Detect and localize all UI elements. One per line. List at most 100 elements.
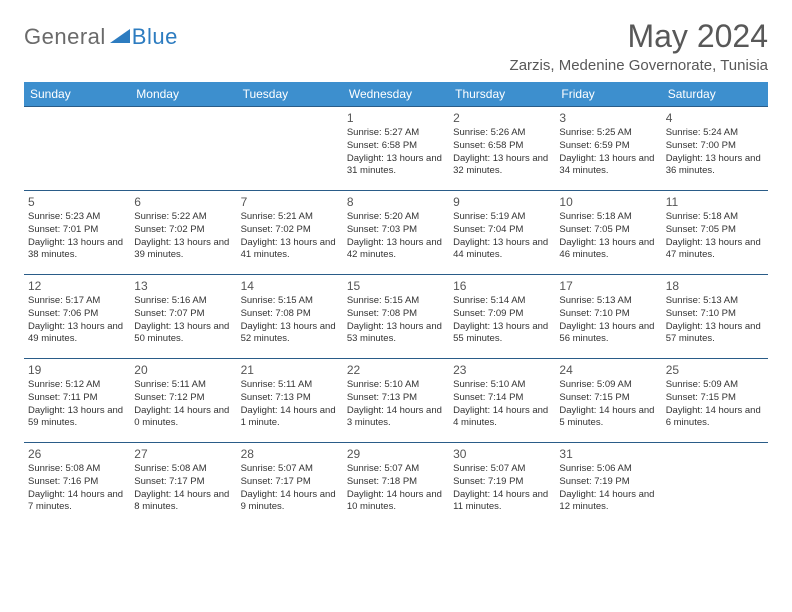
day-cell: 12 Sunrise: 5:17 AMSunset: 7:06 PMDayligh…: [24, 275, 130, 359]
day-cell: 6 Sunrise: 5:22 AMSunset: 7:02 PMDaylight…: [130, 191, 236, 275]
day-info: Sunrise: 5:13 AMSunset: 7:10 PMDaylight:…: [666, 295, 764, 346]
day-cell: 7 Sunrise: 5:21 AMSunset: 7:02 PMDaylight…: [237, 191, 343, 275]
day-cell: 31 Sunrise: 5:06 AMSunset: 7:19 PMDayligh…: [555, 443, 661, 527]
logo-text-blue: Blue: [132, 24, 178, 50]
day-info: Sunrise: 5:18 AMSunset: 7:05 PMDaylight:…: [559, 211, 657, 262]
day-info: Sunrise: 5:25 AMSunset: 6:59 PMDaylight:…: [559, 127, 657, 178]
logo-text-general: General: [24, 24, 106, 50]
day-number: 10: [559, 195, 657, 209]
day-cell: 30Sunrise: 5:07 AMSunset: 7:19 PMDayligh…: [449, 443, 555, 527]
day-number: 3: [559, 111, 657, 125]
day-cell: 13Sunrise: 5:16 AMSunset: 7:07 PMDayligh…: [130, 275, 236, 359]
calendar-body: 1 Sunrise: 5:27 AMSunset: 6:58 PMDaylight…: [24, 107, 768, 527]
day-cell: 2Sunrise: 5:26 AMSunset: 6:58 PMDaylight…: [449, 107, 555, 191]
day-header: Tuesday: [237, 82, 343, 107]
day-number: 19: [28, 363, 126, 377]
day-cell: 28 Sunrise: 5:07 AMSunset: 7:17 PMDayligh…: [237, 443, 343, 527]
day-cell: 15Sunrise: 5:15 AMSunset: 7:08 PMDayligh…: [343, 275, 449, 359]
day-number: 1: [347, 111, 445, 125]
day-info: Sunrise: 5:10 AMSunset: 7:13 PMDaylight:…: [347, 379, 445, 430]
day-number: 22: [347, 363, 445, 377]
day-cell: 1 Sunrise: 5:27 AMSunset: 6:58 PMDaylight…: [343, 107, 449, 191]
day-number: 13: [134, 279, 232, 293]
day-info: Sunrise: 5:07 AMSunset: 7:18 PMDaylight:…: [347, 463, 445, 514]
day-info: Sunrise: 5:06 AMSunset: 7:19 PMDaylight:…: [559, 463, 657, 514]
day-number: 11: [666, 195, 764, 209]
logo-triangle-icon: [110, 27, 130, 48]
day-header-row: SundayMondayTuesdayWednesdayThursdayFrid…: [24, 82, 768, 107]
day-number: 31: [559, 447, 657, 461]
day-number: 21: [241, 363, 339, 377]
day-header: Saturday: [662, 82, 768, 107]
day-cell: [24, 107, 130, 191]
header: General Blue May 2024 Zarzis, Medenine G…: [24, 18, 768, 74]
day-info: Sunrise: 5:10 AMSunset: 7:14 PMDaylight:…: [453, 379, 551, 430]
day-cell: 3 Sunrise: 5:25 AMSunset: 6:59 PMDaylight…: [555, 107, 661, 191]
day-info: Sunrise: 5:11 AMSunset: 7:13 PMDaylight:…: [241, 379, 339, 430]
day-number: 15: [347, 279, 445, 293]
title-block: May 2024 Zarzis, Medenine Governorate, T…: [510, 18, 768, 74]
day-cell: 23Sunrise: 5:10 AMSunset: 7:14 PMDayligh…: [449, 359, 555, 443]
day-info: Sunrise: 5:19 AMSunset: 7:04 PMDaylight:…: [453, 211, 551, 262]
day-info: Sunrise: 5:07 AMSunset: 7:17 PMDaylight:…: [241, 463, 339, 514]
day-number: 8: [347, 195, 445, 209]
day-number: 20: [134, 363, 232, 377]
day-number: 25: [666, 363, 764, 377]
day-cell: 9 Sunrise: 5:19 AMSunset: 7:04 PMDaylight…: [449, 191, 555, 275]
day-number: 7: [241, 195, 339, 209]
week-row: 26 Sunrise: 5:08 AMSunset: 7:16 PMDayligh…: [24, 443, 768, 527]
day-info: Sunrise: 5:20 AMSunset: 7:03 PMDaylight:…: [347, 211, 445, 262]
day-number: 28: [241, 447, 339, 461]
day-number: 5: [28, 195, 126, 209]
day-info: Sunrise: 5:12 AMSunset: 7:11 PMDaylight:…: [28, 379, 126, 430]
day-info: Sunrise: 5:23 AMSunset: 7:01 PMDaylight:…: [28, 211, 126, 262]
day-info: Sunrise: 5:18 AMSunset: 7:05 PMDaylight:…: [666, 211, 764, 262]
day-info: Sunrise: 5:07 AMSunset: 7:19 PMDaylight:…: [453, 463, 551, 514]
day-number: 6: [134, 195, 232, 209]
day-info: Sunrise: 5:08 AMSunset: 7:17 PMDaylight:…: [134, 463, 232, 514]
day-header: Wednesday: [343, 82, 449, 107]
week-row: 1 Sunrise: 5:27 AMSunset: 6:58 PMDaylight…: [24, 107, 768, 191]
day-number: 27: [134, 447, 232, 461]
day-cell: 25Sunrise: 5:09 AMSunset: 7:15 PMDayligh…: [662, 359, 768, 443]
week-row: 5 Sunrise: 5:23 AMSunset: 7:01 PMDaylight…: [24, 191, 768, 275]
day-cell: [237, 107, 343, 191]
week-row: 12 Sunrise: 5:17 AMSunset: 7:06 PMDayligh…: [24, 275, 768, 359]
day-info: Sunrise: 5:08 AMSunset: 7:16 PMDaylight:…: [28, 463, 126, 514]
day-info: Sunrise: 5:27 AMSunset: 6:58 PMDaylight:…: [347, 127, 445, 178]
day-number: 12: [28, 279, 126, 293]
day-number: 14: [241, 279, 339, 293]
page-title: May 2024: [510, 18, 768, 55]
day-cell: 18Sunrise: 5:13 AMSunset: 7:10 PMDayligh…: [662, 275, 768, 359]
day-number: 29: [347, 447, 445, 461]
location-text: Zarzis, Medenine Governorate, Tunisia: [510, 57, 768, 74]
day-cell: 20 Sunrise: 5:11 AMSunset: 7:12 PMDayligh…: [130, 359, 236, 443]
day-number: 2: [453, 111, 551, 125]
day-cell: [662, 443, 768, 527]
week-row: 19 Sunrise: 5:12 AMSunset: 7:11 PMDayligh…: [24, 359, 768, 443]
day-cell: 11 Sunrise: 5:18 AMSunset: 7:05 PMDayligh…: [662, 191, 768, 275]
day-info: Sunrise: 5:13 AMSunset: 7:10 PMDaylight:…: [559, 295, 657, 346]
day-info: Sunrise: 5:21 AMSunset: 7:02 PMDaylight:…: [241, 211, 339, 262]
day-number: 26: [28, 447, 126, 461]
calendar-table: SundayMondayTuesdayWednesdayThursdayFrid…: [24, 82, 768, 527]
day-cell: [130, 107, 236, 191]
day-number: 9: [453, 195, 551, 209]
day-cell: 22 Sunrise: 5:10 AMSunset: 7:13 PMDayligh…: [343, 359, 449, 443]
day-number: 16: [453, 279, 551, 293]
day-cell: 27 Sunrise: 5:08 AMSunset: 7:17 PMDayligh…: [130, 443, 236, 527]
day-info: Sunrise: 5:24 AMSunset: 7:00 PMDaylight:…: [666, 127, 764, 178]
day-info: Sunrise: 5:22 AMSunset: 7:02 PMDaylight:…: [134, 211, 232, 262]
day-info: Sunrise: 5:11 AMSunset: 7:12 PMDaylight:…: [134, 379, 232, 430]
day-cell: 14 Sunrise: 5:15 AMSunset: 7:08 PMDayligh…: [237, 275, 343, 359]
day-cell: 4 Sunrise: 5:24 AMSunset: 7:00 PMDaylight…: [662, 107, 768, 191]
day-number: 4: [666, 111, 764, 125]
day-info: Sunrise: 5:15 AMSunset: 7:08 PMDaylight:…: [241, 295, 339, 346]
day-cell: 16Sunrise: 5:14 AMSunset: 7:09 PMDayligh…: [449, 275, 555, 359]
day-header: Friday: [555, 82, 661, 107]
day-info: Sunrise: 5:17 AMSunset: 7:06 PMDaylight:…: [28, 295, 126, 346]
day-cell: 5 Sunrise: 5:23 AMSunset: 7:01 PMDaylight…: [24, 191, 130, 275]
day-cell: 29 Sunrise: 5:07 AMSunset: 7:18 PMDayligh…: [343, 443, 449, 527]
day-cell: 10 Sunrise: 5:18 AMSunset: 7:05 PMDayligh…: [555, 191, 661, 275]
day-header: Monday: [130, 82, 236, 107]
